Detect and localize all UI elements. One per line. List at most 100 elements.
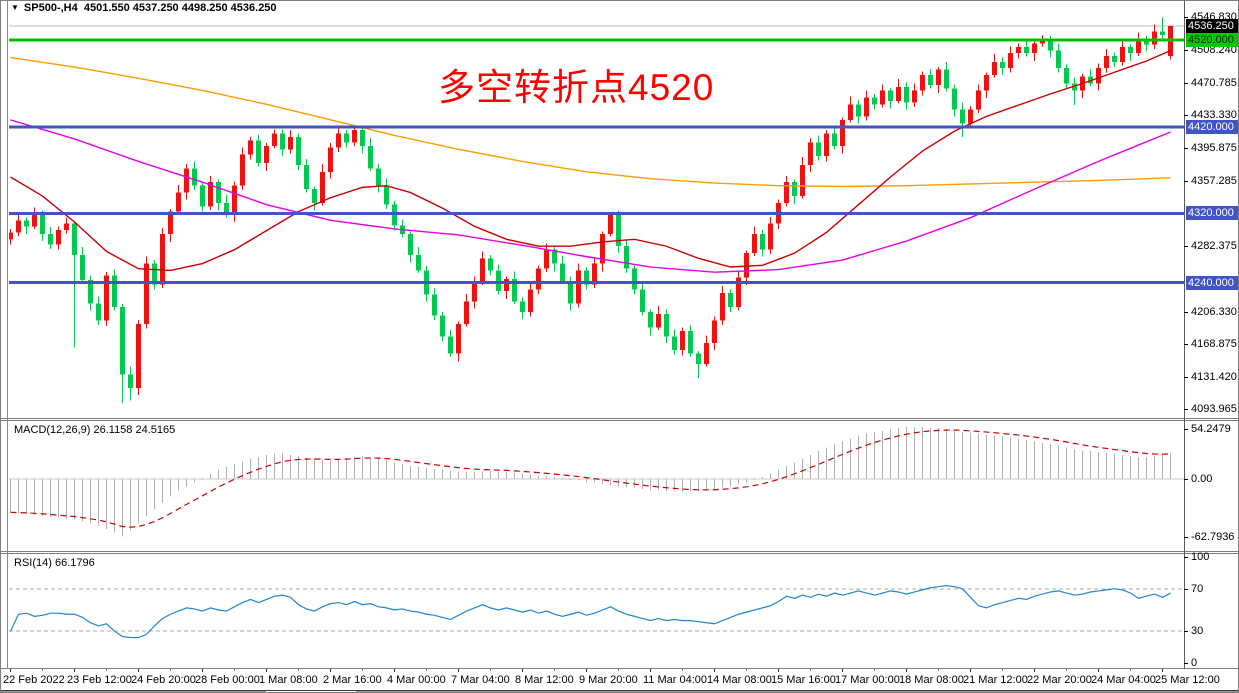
time-tick-mark xyxy=(778,669,779,672)
price-tick-label: 4433.330 xyxy=(1191,109,1237,121)
support-level-badge: 4420.000 xyxy=(1186,120,1238,134)
time-tick-mark xyxy=(330,669,331,672)
time-label: 22 Feb 2022 xyxy=(3,674,65,686)
time-tick-minor xyxy=(746,669,747,671)
axis-tick-mark xyxy=(1184,557,1188,558)
panel-separator xyxy=(1,553,1238,554)
time-tick-mark xyxy=(586,669,587,672)
time-tick-minor xyxy=(170,669,171,671)
pivot-level-badge: 4520.000 xyxy=(1186,33,1238,47)
rsi-panel[interactable]: RSI(14) 66.1796 xyxy=(9,554,1184,668)
axis-tick-mark xyxy=(1184,344,1188,345)
window-bottom-border xyxy=(1,690,1238,691)
main-price-chart[interactable] xyxy=(9,11,1184,418)
time-tick-minor xyxy=(554,669,555,671)
time-tick-mark xyxy=(1162,669,1163,672)
time-label: 23 Feb 12:00 xyxy=(67,674,132,686)
axis-tick-mark xyxy=(1184,115,1188,116)
time-label: 4 Mar 00:00 xyxy=(387,674,446,686)
time-tick-minor xyxy=(362,669,363,671)
time-label: 17 Mar 00:00 xyxy=(835,674,900,686)
time-tick-mark xyxy=(970,669,971,672)
axis-tick-mark xyxy=(1184,50,1188,51)
axis-tick-mark xyxy=(1184,589,1188,590)
time-axis[interactable]: 22 Feb 2022 23 Feb 12:00 24 Feb 20:00 28 Fe… xyxy=(1,669,1238,690)
axis-tick-mark xyxy=(1184,312,1188,313)
time-label: 9 Mar 20:00 xyxy=(579,674,638,686)
time-tick-mark xyxy=(202,669,203,672)
price-tick-label: 4131.420 xyxy=(1191,371,1237,383)
h-scrollbar-track[interactable] xyxy=(356,691,1238,692)
time-tick-minor xyxy=(938,669,939,671)
axis-tick-mark xyxy=(1184,246,1188,247)
macd-tick-label: -62.7936 xyxy=(1191,531,1235,543)
time-label: 24 Feb 20:00 xyxy=(131,674,196,686)
axis-tick-mark xyxy=(1184,148,1188,149)
support-level-badge: 4240.000 xyxy=(1186,276,1238,290)
time-label: 24 Mar 04:00 xyxy=(1091,674,1156,686)
price-tick-label: 4206.330 xyxy=(1191,306,1237,318)
price-tick-label: 4470.785 xyxy=(1191,77,1237,89)
h-scrollbar-thumb[interactable] xyxy=(1,691,266,692)
time-tick-mark xyxy=(1034,669,1035,672)
time-tick-mark xyxy=(266,669,267,672)
panel-separator[interactable] xyxy=(1,551,1238,552)
macd-tick-label: 0.00 xyxy=(1191,473,1213,485)
symbol-dropdown-icon[interactable]: ▼ xyxy=(11,3,19,12)
macd-tick-label: 54.2479 xyxy=(1191,423,1231,435)
time-label: 8 Mar 12:00 xyxy=(515,674,574,686)
time-tick-mark xyxy=(138,669,139,672)
time-tick-minor xyxy=(106,669,107,671)
macd-panel[interactable]: MACD(12,26,9) 26.1158 24.5165 xyxy=(9,421,1184,551)
time-label: 28 Feb 00:00 xyxy=(195,674,260,686)
chart-annotation: 多空转折点4520 xyxy=(438,67,715,108)
time-label: 7 Mar 04:00 xyxy=(451,674,510,686)
time-tick-minor xyxy=(682,669,683,671)
time-tick-minor xyxy=(42,669,43,671)
current-price-badge: 4536.250 xyxy=(1186,19,1238,33)
price-tick-label: 4093.965 xyxy=(1191,403,1237,415)
ohlc-readout: 4501.550 4537.250 4498.250 4536.250 xyxy=(83,2,277,14)
time-tick-minor xyxy=(618,669,619,671)
time-tick-mark xyxy=(10,669,11,672)
time-tick-mark xyxy=(842,669,843,672)
time-tick-minor xyxy=(1130,669,1131,671)
rsi-tick-label: 30 xyxy=(1191,625,1204,637)
symbol-name: SP500-,H4 xyxy=(23,2,78,14)
time-tick-minor xyxy=(1002,669,1003,671)
time-label: 1 Mar 08:00 xyxy=(259,674,318,686)
time-label: 2 Mar 16:00 xyxy=(323,674,382,686)
time-tick-mark xyxy=(522,669,523,672)
panel-separator xyxy=(1,420,1238,421)
time-tick-mark xyxy=(458,669,459,672)
time-label: 25 Mar 12:00 xyxy=(1155,674,1220,686)
price-axis[interactable]: 4546.830 4508.240 4470.785 4433.330 4395.875… xyxy=(1184,1,1238,690)
time-tick-minor xyxy=(234,669,235,671)
axis-tick-mark xyxy=(1184,377,1188,378)
time-tick-minor xyxy=(1066,669,1067,671)
axis-tick-mark xyxy=(1184,631,1188,632)
time-tick-mark xyxy=(74,669,75,672)
macd-canvas[interactable] xyxy=(9,421,1184,551)
time-label: 14 Mar 08:00 xyxy=(707,674,772,686)
support-level-badge: 4320.000 xyxy=(1186,206,1238,220)
price-tick-label: 4508.240 xyxy=(1191,44,1237,56)
axis-tick-mark xyxy=(1184,181,1188,182)
axis-tick-mark xyxy=(1184,537,1188,538)
symbol-title: ▼ SP500-,H4 4501.550 4537.250 4498.250 45… xyxy=(11,2,277,14)
price-tick-label: 4357.285 xyxy=(1191,175,1237,187)
rsi-canvas[interactable] xyxy=(9,554,1184,668)
time-tick-mark xyxy=(1098,669,1099,672)
time-tick-minor xyxy=(298,669,299,671)
time-axis-separator xyxy=(1,668,1238,669)
axis-tick-mark xyxy=(1184,479,1188,480)
price-tick-label: 4395.875 xyxy=(1191,142,1237,154)
panel-separator[interactable] xyxy=(1,418,1238,419)
time-tick-mark xyxy=(906,669,907,672)
rsi-tick-label: 0 xyxy=(1191,657,1198,669)
price-tick-label: 4282.375 xyxy=(1191,240,1237,252)
candlestick-canvas[interactable] xyxy=(9,11,1184,418)
time-tick-minor xyxy=(426,669,427,671)
time-label: 18 Mar 08:00 xyxy=(899,674,964,686)
